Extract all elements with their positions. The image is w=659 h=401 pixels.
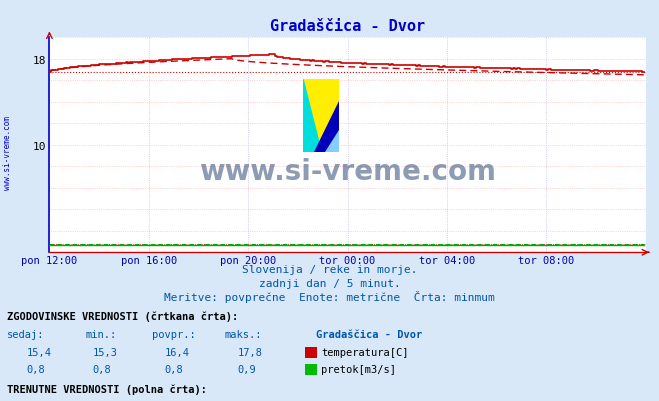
Text: ZGODOVINSKE VREDNOSTI (črtkana črta):: ZGODOVINSKE VREDNOSTI (črtkana črta): bbox=[7, 310, 238, 321]
Text: Meritve: povprečne  Enote: metrične  Črta: minmum: Meritve: povprečne Enote: metrične Črta:… bbox=[164, 291, 495, 303]
Polygon shape bbox=[325, 131, 339, 152]
Text: TRENUTNE VREDNOSTI (polna črta):: TRENUTNE VREDNOSTI (polna črta): bbox=[7, 383, 206, 394]
Text: 16,4: 16,4 bbox=[165, 347, 190, 357]
Text: 0,8: 0,8 bbox=[165, 364, 183, 374]
Text: sedaj:: sedaj: bbox=[7, 329, 44, 339]
Text: www.si-vreme.com: www.si-vreme.com bbox=[199, 157, 496, 185]
Text: Slovenija / reke in morje.: Slovenija / reke in morje. bbox=[242, 265, 417, 275]
Title: Gradaščica - Dvor: Gradaščica - Dvor bbox=[270, 19, 425, 34]
Polygon shape bbox=[314, 102, 339, 152]
Text: 15,3: 15,3 bbox=[92, 347, 117, 357]
Text: maks.:: maks.: bbox=[224, 329, 262, 339]
Text: 0,8: 0,8 bbox=[26, 364, 45, 374]
Text: 0,9: 0,9 bbox=[237, 364, 256, 374]
Text: 17,8: 17,8 bbox=[237, 347, 262, 357]
Text: www.si-vreme.com: www.si-vreme.com bbox=[3, 115, 13, 189]
Text: 0,8: 0,8 bbox=[92, 364, 111, 374]
Text: min.:: min.: bbox=[86, 329, 117, 339]
Text: 15,4: 15,4 bbox=[26, 347, 51, 357]
Text: temperatura[C]: temperatura[C] bbox=[321, 347, 409, 357]
Text: pretok[m3/s]: pretok[m3/s] bbox=[321, 364, 396, 374]
Text: povpr.:: povpr.: bbox=[152, 329, 195, 339]
Text: Gradaščica - Dvor: Gradaščica - Dvor bbox=[316, 329, 422, 339]
Text: zadnji dan / 5 minut.: zadnji dan / 5 minut. bbox=[258, 279, 401, 289]
Polygon shape bbox=[303, 80, 322, 152]
